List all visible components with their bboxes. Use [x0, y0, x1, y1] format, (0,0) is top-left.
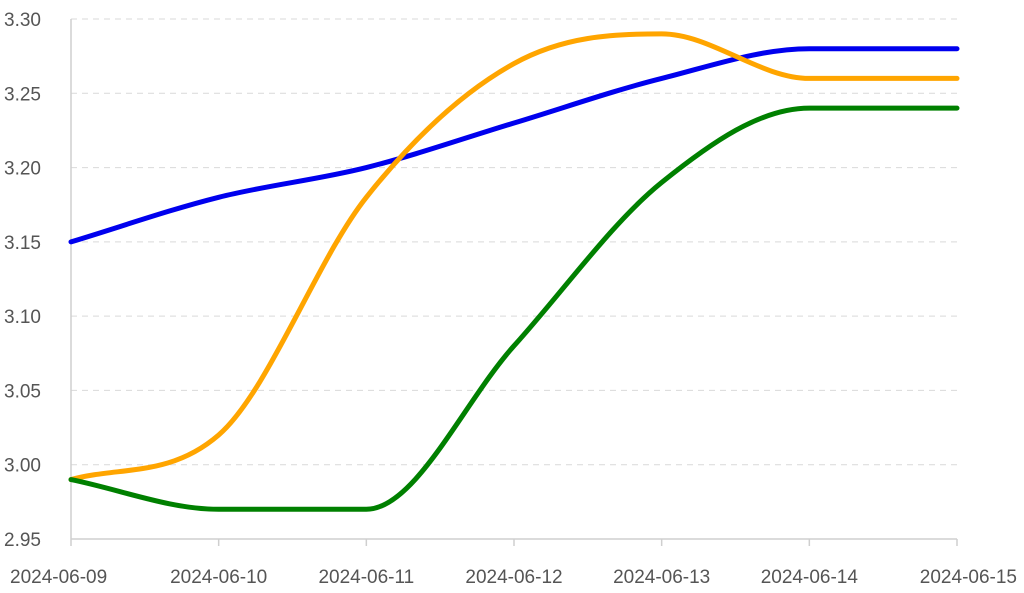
series-line-2: [68, 105, 960, 512]
axis-layer: [70, 19, 958, 546]
y-tick-label: 3.00: [4, 456, 41, 477]
series-layer: [68, 31, 960, 512]
x-tick-label: 2024-06-12: [465, 567, 562, 588]
tick-labels: 2.95 3.00 3.05 3.10 3.15 3.20 3.25 3.30 2024-06-…: [4, 10, 1017, 588]
series-line-0: [68, 46, 960, 245]
x-tick-label: 2024-06-15: [920, 567, 1017, 588]
series-line-1: [68, 31, 960, 483]
x-tick-label: 2024-06-14: [761, 567, 859, 588]
y-tick-label: 2.95: [4, 530, 41, 551]
y-tick-label: 3.20: [4, 159, 41, 180]
y-tick-label: 3.15: [4, 233, 41, 254]
x-tick-label: 2024-06-09: [10, 567, 107, 588]
x-tick-label: 2024-06-10: [170, 567, 267, 588]
y-tick-label: 3.25: [4, 84, 41, 105]
x-tick-label: 2024-06-13: [613, 567, 710, 588]
grid-layer: [71, 18, 957, 466]
y-tick-label: 3.10: [4, 307, 41, 328]
y-tick-label: 3.30: [4, 10, 41, 31]
y-tick-label: 3.05: [4, 381, 41, 402]
x-tick-label: 2024-06-11: [318, 567, 414, 588]
